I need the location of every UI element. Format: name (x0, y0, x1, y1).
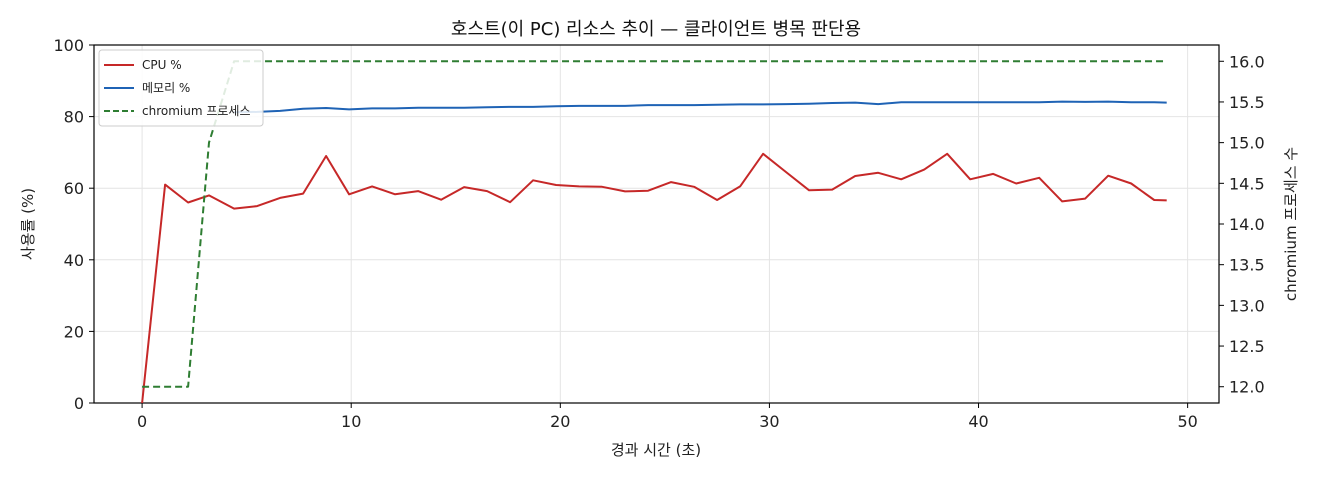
y2-axis-title: chromium 프로세스 수 (1282, 147, 1300, 301)
y2-tick-label: 15.5 (1229, 93, 1265, 112)
x-tick-label: 20 (550, 412, 570, 431)
x-tick-label: 10 (341, 412, 361, 431)
y2-tick-label: 12.0 (1229, 378, 1265, 397)
chart-title: 호스트(이 PC) 리소스 추이 — 클라이언트 병목 판단용 (451, 19, 861, 40)
y2-tick-label: 16.0 (1229, 52, 1265, 71)
y-axis-title: 사용률 (%) (19, 188, 37, 260)
legend-label-chromium: chromium 프로세스 (142, 104, 251, 118)
axes-layer: 0 10 20 30 40 50 0 20 40 60 80 100 12.0 12.5 13.0 13.5 1… (53, 36, 1264, 431)
legend-box (98, 49, 264, 127)
y2-tick-label: 14.5 (1229, 174, 1265, 193)
series-line-memory (234, 100, 1167, 114)
y2-tick-label: 13.0 (1229, 296, 1265, 315)
x-tick-label: 50 (1177, 412, 1197, 431)
x-tick-label: 30 (759, 412, 779, 431)
series-layer (141, 60, 1167, 404)
x-tick-label: 0 (137, 412, 147, 431)
y-tick-label: 40 (64, 251, 84, 270)
y-tick-label: 0 (74, 394, 84, 413)
y-tick-label: 60 (64, 179, 84, 198)
y-tick-label: 20 (64, 322, 84, 341)
y2-tick-label: 14.0 (1229, 215, 1265, 234)
y2-tick-label: 12.5 (1229, 337, 1265, 356)
series-line-cpu (141, 152, 1167, 404)
y2-tick-label: 15.0 (1229, 134, 1265, 153)
legend-label-memory: 메모리 % (142, 81, 190, 95)
x-axis-title: 경과 시간 (초) (611, 441, 701, 459)
y-tick-label: 80 (64, 108, 84, 127)
x-tick-label: 40 (968, 412, 988, 431)
legend: CPU % 메모리 % chromium 프로세스 (98, 49, 264, 127)
y-tick-label: 100 (53, 36, 84, 55)
y2-tick-label: 13.5 (1229, 256, 1265, 275)
series-line-chromium (142, 60, 1167, 388)
legend-label-cpu: CPU % (142, 58, 182, 72)
